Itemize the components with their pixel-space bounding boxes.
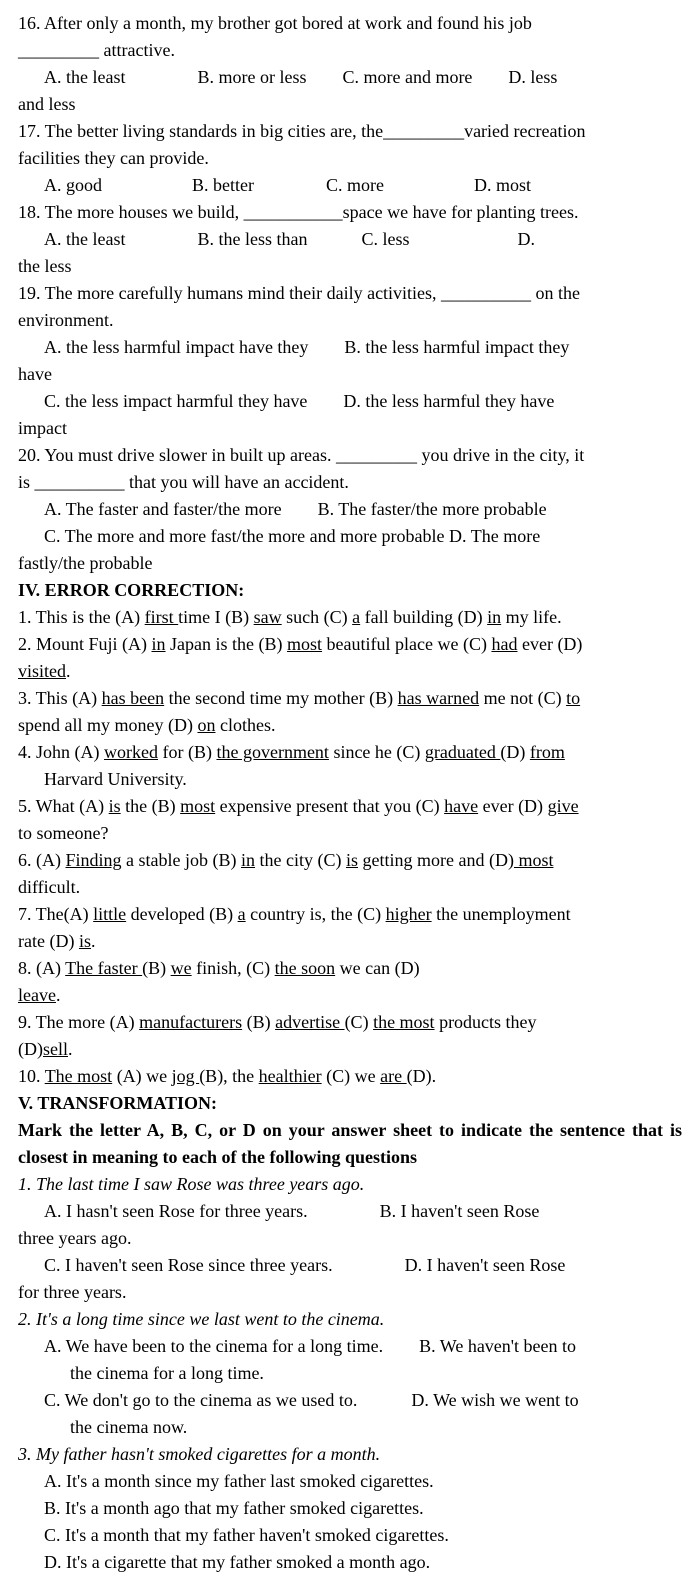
section5-header: V. TRANSFORMATION: xyxy=(18,1090,682,1117)
error-1: 1. This is the (A) first time I (B) saw … xyxy=(18,604,682,631)
q20-opts-l2: C. The more and more fast/the more and m… xyxy=(18,523,682,550)
t3-q: 3. My father hasn't smoked cigarettes fo… xyxy=(18,1441,682,1468)
t2-a2: the cinema for a long time. xyxy=(18,1360,682,1387)
t1-q: 1. The last time I saw Rose was three ye… xyxy=(18,1171,682,1198)
q16-tail: and less xyxy=(18,91,682,118)
t1-c-tail: for three years. xyxy=(18,1279,682,1306)
question-20: 20. You must drive slower in built up ar… xyxy=(18,442,682,577)
section4-header: IV. ERROR CORRECTION: xyxy=(18,577,682,604)
transform-3: 3. My father hasn't smoked cigarettes fo… xyxy=(18,1441,682,1576)
t1-c: C. I haven't seen Rose since three years… xyxy=(18,1252,682,1279)
t1-a-tail: three years ago. xyxy=(18,1225,682,1252)
t2-c2: the cinema now. xyxy=(18,1414,682,1441)
q19-opts-l2: C. the less impact harmful they have D. … xyxy=(18,388,682,415)
question-18: 18. The more houses we build, __________… xyxy=(18,199,682,280)
question-17: 17. The better living standards in big c… xyxy=(18,118,682,199)
t3-c: C. It's a month that my father haven't s… xyxy=(18,1522,682,1549)
error-8: 8. (A) The faster (B) we finish, (C) the… xyxy=(18,955,682,1009)
error-10: 10. The most (A) we jog (B), the healthi… xyxy=(18,1063,682,1090)
error-7: 7. The(A) little developed (B) a country… xyxy=(18,901,682,955)
error-9: 9. The more (A) manufacturers (B) advert… xyxy=(18,1009,682,1063)
t2-q: 2. It's a long time since we last went t… xyxy=(18,1306,682,1333)
q18-tail: the less xyxy=(18,253,682,280)
q19-opts-l2b: impact xyxy=(18,415,682,442)
question-16: 16. After only a month, my brother got b… xyxy=(18,10,682,118)
t3-b: B. It's a month ago that my father smoke… xyxy=(18,1495,682,1522)
question-19: 19. The more carefully humans mind their… xyxy=(18,280,682,442)
t3-d: D. It's a cigarette that my father smoke… xyxy=(18,1549,682,1576)
q17-text-l1: 17. The better living standards in big c… xyxy=(18,118,682,145)
section5-sub: Mark the letter A, B, C, or D on your an… xyxy=(18,1117,682,1171)
error-6: 6. (A) Finding a stable job (B) in the c… xyxy=(18,847,682,901)
q16-text-l1: 16. After only a month, my brother got b… xyxy=(18,10,682,37)
q20-opts-l1: A. The faster and faster/the more B. The… xyxy=(18,496,682,523)
q20-opts-l3: fastly/the probable xyxy=(18,550,682,577)
t1-a: A. I hasn't seen Rose for three years. B… xyxy=(18,1198,682,1225)
q20-text-l2: is __________ that you will have an acci… xyxy=(18,469,682,496)
transform-1: 1. The last time I saw Rose was three ye… xyxy=(18,1171,682,1306)
q19-opts-l1: A. the less harmful impact have they B. … xyxy=(18,334,682,361)
q19-text-l2: environment. xyxy=(18,307,682,334)
q18-options: A. the least B. the less than C. less D. xyxy=(18,226,682,253)
error-5: 5. What (A) is the (B) most expensive pr… xyxy=(18,793,682,847)
t2-c: C. We don't go to the cinema as we used … xyxy=(18,1387,682,1414)
q18-text: 18. The more houses we build, __________… xyxy=(18,199,682,226)
q17-options: A. good B. better C. more D. most xyxy=(18,172,682,199)
q17-text-l2: facilities they can provide. xyxy=(18,145,682,172)
error-4: 4. John (A) worked for (B) the governmen… xyxy=(18,739,682,793)
t3-a: A. It's a month since my father last smo… xyxy=(18,1468,682,1495)
q16-options: A. the least B. more or less C. more and… xyxy=(18,64,682,91)
transform-2: 2. It's a long time since we last went t… xyxy=(18,1306,682,1441)
q20-text-l1: 20. You must drive slower in built up ar… xyxy=(18,442,682,469)
q19-opts-l1b: have xyxy=(18,361,682,388)
t2-a: A. We have been to the cinema for a long… xyxy=(18,1333,682,1360)
error-2: 2. Mount Fuji (A) in Japan is the (B) mo… xyxy=(18,631,682,685)
error-3: 3. This (A) has been the second time my … xyxy=(18,685,682,739)
q19-text-l1: 19. The more carefully humans mind their… xyxy=(18,280,682,307)
q16-text-l2: _________ attractive. xyxy=(18,37,682,64)
